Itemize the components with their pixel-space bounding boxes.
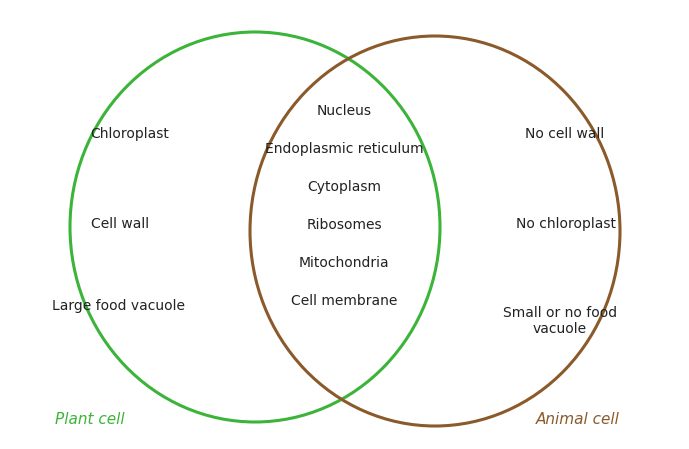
Text: Plant cell: Plant cell [55,412,125,427]
Text: Small or no food
vacuole: Small or no food vacuole [503,306,617,336]
Text: Nucleus: Nucleus [316,104,371,118]
Text: Animal cell: Animal cell [536,412,620,427]
Text: Endoplasmic reticulum: Endoplasmic reticulum [265,142,423,156]
Text: No chloroplast: No chloroplast [516,217,616,231]
Text: No cell wall: No cell wall [526,127,605,141]
Text: Ribosomes: Ribosomes [306,218,382,232]
Text: Chloroplast: Chloroplast [90,127,169,141]
Text: Cytoplasm: Cytoplasm [307,180,381,194]
Text: Mitochondria: Mitochondria [299,256,389,270]
Text: Cell wall: Cell wall [91,217,149,231]
Text: Cell membrane: Cell membrane [291,294,397,308]
Text: Large food vacuole: Large food vacuole [52,299,185,313]
